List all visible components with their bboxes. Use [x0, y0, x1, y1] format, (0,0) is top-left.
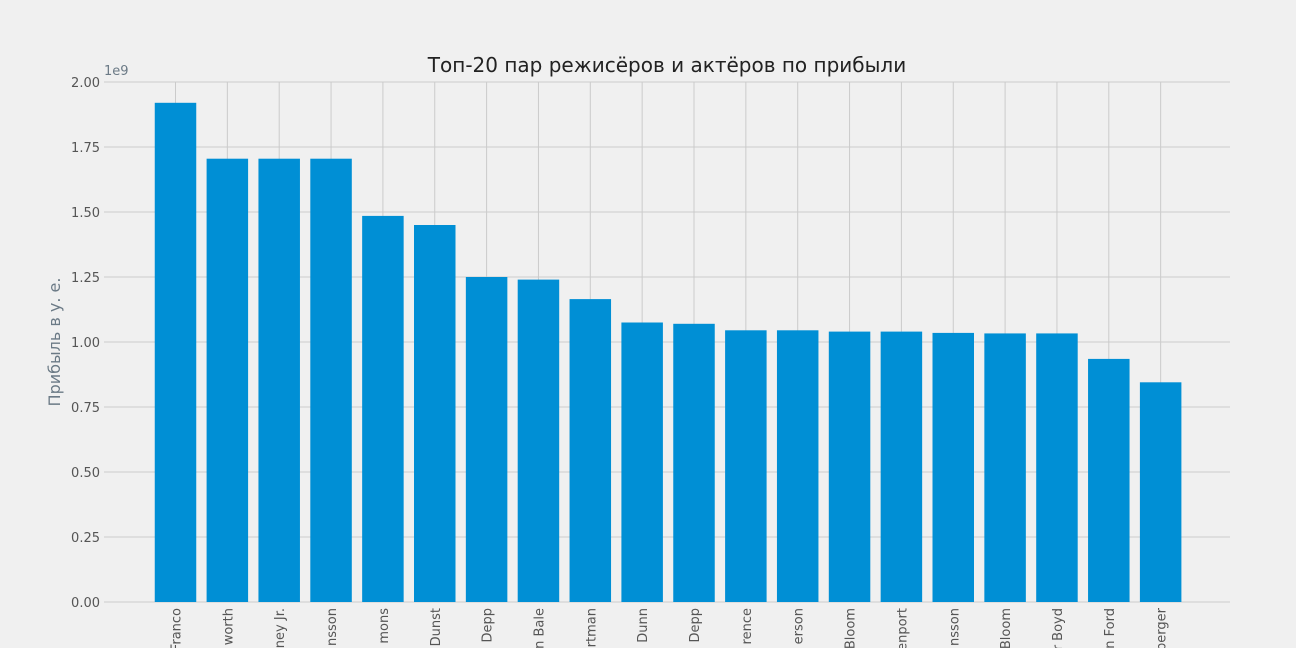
x-tick-label: erson	[792, 608, 807, 644]
bar	[984, 333, 1026, 602]
bar	[1036, 333, 1078, 602]
x-tick-labels: Franco worth ney Jr. nsson mons Dunst Depp n Ba…	[170, 607, 1170, 648]
bar	[154, 102, 197, 603]
y-tick-label: 2.00	[71, 76, 100, 91]
bar	[465, 277, 508, 602]
bar	[1139, 382, 1182, 602]
bar	[258, 158, 300, 602]
x-tick-label: ney Jr.	[273, 608, 288, 648]
x-tick-label: Depp	[481, 608, 496, 643]
bars	[154, 102, 1182, 603]
x-tick-label: Dunn	[636, 608, 651, 643]
y-tick-label: 0.50	[71, 466, 100, 481]
x-tick-label: Depp	[688, 608, 703, 643]
bar	[828, 331, 871, 602]
y-tick-label: 1.50	[71, 206, 100, 221]
bar	[932, 332, 974, 602]
x-tick-label: rtman	[584, 608, 599, 647]
y-axis-label: Прибыль в у. е.	[45, 278, 64, 407]
x-tick-label: mons	[377, 608, 392, 644]
x-tick-label: Bloom	[844, 608, 859, 648]
x-tick-label: enport	[895, 608, 910, 648]
bar	[1088, 358, 1130, 602]
x-tick-label: Dunst	[429, 608, 444, 646]
bar	[310, 158, 352, 602]
x-tick-label: berger	[1155, 607, 1170, 648]
bar	[776, 330, 819, 602]
bar	[621, 322, 663, 602]
y-tick-label: 1.00	[71, 336, 100, 351]
y-tick-label: 0.00	[71, 596, 100, 611]
y-tick-label: 1.25	[71, 271, 100, 286]
x-tick-label: nsson	[947, 608, 962, 646]
x-tick-label: nsson	[325, 608, 340, 646]
x-tick-label: Bloom	[999, 608, 1014, 648]
x-tick-label: n Ford	[1103, 608, 1118, 648]
bar	[725, 330, 767, 602]
chart-title: Топ-20 пар режисёров и актёров по прибыл…	[427, 53, 906, 77]
x-tick-label: worth	[221, 608, 236, 645]
bar	[414, 225, 456, 602]
y-tick-label: 0.25	[71, 531, 100, 546]
bar	[517, 279, 560, 602]
y-tick-labels: 0.00 0.25 0.50 0.75 1.00 1.25 1.50 1.75 2.00	[71, 76, 100, 611]
y-tick-label: 1.75	[71, 141, 100, 156]
bar	[206, 158, 249, 602]
y-tick-label: 0.75	[71, 401, 100, 416]
y-scale-label: 1e9	[104, 64, 129, 79]
x-tick-label: Franco	[170, 608, 185, 648]
bar	[362, 215, 404, 602]
bar	[880, 331, 923, 602]
x-tick-label: n Bale	[532, 608, 547, 648]
bar	[569, 299, 612, 602]
x-tick-label: r Boyd	[1051, 608, 1066, 648]
x-tick-label: rence	[740, 608, 755, 644]
bar	[673, 323, 715, 602]
